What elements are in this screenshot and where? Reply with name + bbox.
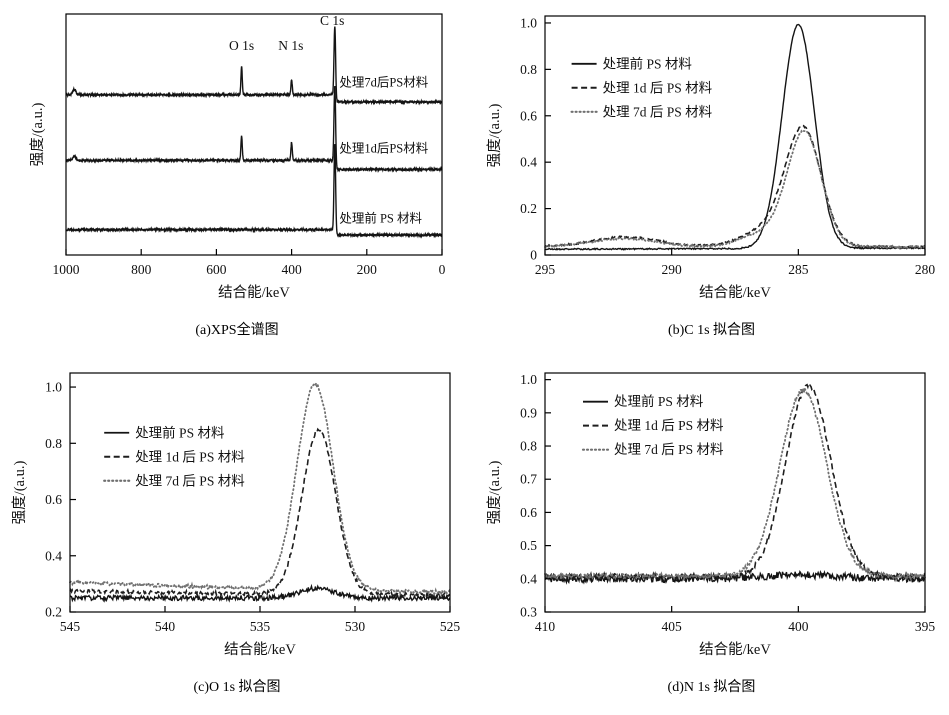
x-tick-label: 800 [131, 262, 152, 277]
series-line-dotted [69, 380, 451, 597]
caption-b: (b)C 1s 拟合图 [667, 323, 756, 338]
legend-label: 处理 7d 后 PS 材料 [614, 442, 724, 457]
series-line-dashed [543, 382, 926, 582]
y-axis-label: 强度/(a.u.) [11, 461, 28, 525]
caption-a: (a)XPS全谱图 [195, 323, 279, 338]
y-tick-label: 1.0 [520, 15, 537, 30]
peak-annotation: O 1s [229, 38, 254, 53]
plot-frame [543, 15, 926, 256]
x-tick-label: 400 [281, 262, 302, 277]
x-tick-label: 400 [788, 619, 809, 634]
legend-label: 处理 1d 后 PS 材料 [135, 449, 245, 464]
y-tick-label: 1.0 [520, 372, 537, 387]
x-tick-label: 600 [206, 262, 227, 277]
x-axis-label: 结合能/keV [699, 284, 771, 301]
series-line-dotted [543, 129, 926, 250]
y-tick-label: 0 [530, 248, 537, 263]
panel-a: 处理7d后PS材料 处理1d后PS材料 处理前 PS 材料 1000 800 600 400… [0, 0, 474, 357]
series-line-solid [65, 26, 443, 106]
series-line-dashed [543, 124, 926, 250]
y-tick-label: 0.3 [520, 605, 537, 620]
peak-annotation: N 1s [278, 38, 303, 53]
plot-frame [543, 372, 926, 613]
y-tick-label: 0.8 [45, 436, 62, 451]
panel-c: 545 540 535 530 525 0.2 0.4 0.6 0.8 1.0 结合能/keV 强度/… [0, 357, 474, 715]
y-tick-label: 0.6 [520, 108, 537, 123]
y-tick-label: 0.5 [520, 538, 537, 553]
x-tick-label: 200 [357, 262, 378, 277]
x-tick-label: 530 [345, 619, 366, 634]
y-tick-label: 0.8 [520, 62, 537, 77]
trace-label: 处理1d后PS材料 [339, 142, 428, 156]
series-line-solid [65, 144, 443, 239]
plot-frame [69, 372, 451, 613]
y-tick-label: 0.2 [45, 605, 62, 620]
series-line-solid [69, 583, 451, 603]
legend-label: 处理 1d 后 PS 材料 [614, 418, 724, 433]
y-tick-label: 0.4 [520, 155, 537, 170]
x-tick-label: 395 [914, 619, 935, 634]
x-tick-label: 1000 [53, 262, 80, 277]
legend-label: 处理前 PS 材料 [614, 393, 704, 409]
y-tick-label: 0.4 [520, 571, 537, 586]
x-tick-label: 545 [60, 619, 81, 634]
y-tick-label: 0.4 [45, 548, 62, 563]
x-tick-label: 410 [534, 619, 555, 634]
legend-label: 处理前 PS 材料 [602, 55, 692, 71]
x-tick-label: 525 [440, 619, 461, 634]
x-axis-label: 结合能/keV [699, 641, 771, 658]
panel-b: 295 290 285 280 0 0.2 0.4 0.6 0.8 1.0 结合能/keV 强度/(a… [474, 0, 949, 357]
legend-label: 处理前 PS 材料 [135, 424, 225, 440]
caption-d: (d)N 1s 拟合图 [667, 680, 756, 695]
y-tick-label: 0.2 [520, 201, 537, 216]
y-tick-label: 0.6 [520, 505, 537, 520]
x-tick-label: 405 [661, 619, 682, 634]
y-axis-label: 强度/(a.u.) [29, 103, 46, 167]
legend-label: 处理 7d 后 PS 材料 [135, 473, 245, 488]
x-tick-label: 295 [534, 262, 555, 277]
series-line-solid [65, 86, 443, 173]
x-tick-label: 0 [439, 262, 446, 277]
y-tick-label: 0.8 [520, 439, 537, 454]
series-line-dotted [543, 384, 926, 582]
y-tick-label: 0.9 [520, 405, 537, 420]
y-tick-label: 0.7 [520, 472, 537, 487]
x-tick-label: 280 [914, 262, 935, 277]
caption-c: (c)O 1s 拟合图 [193, 680, 281, 695]
x-axis-label: 结合能/keV [218, 284, 290, 301]
chart-b-c1s-fit: 295 290 285 280 0 0.2 0.4 0.6 0.8 1.0 结合能/keV 强度/(a… [486, 15, 935, 301]
peak-annotation: C 1s [320, 13, 344, 28]
chart-d-n1s-fit: 410 405 400 395 0.3 0.4 0.5 0.6 0.7 0.8 0.9 1.0 结合能/… [486, 372, 935, 658]
x-tick-label: 535 [250, 619, 271, 634]
plot-frame [65, 13, 443, 256]
y-tick-label: 1.0 [45, 380, 62, 395]
trace-label: 处理前 PS 材料 [339, 210, 422, 225]
x-tick-label: 290 [661, 262, 682, 277]
series-line-dashed [69, 427, 451, 599]
y-axis-label: 强度/(a.u.) [486, 461, 503, 525]
legend-label: 处理 1d 后 PS 材料 [602, 80, 712, 95]
panel-d: 410 405 400 395 0.3 0.4 0.5 0.6 0.7 0.8 0.9 1.0 结合能/… [474, 357, 949, 715]
y-axis-label: 强度/(a.u.) [486, 104, 503, 168]
x-tick-label: 285 [788, 262, 809, 277]
chart-c-o1s-fit: 545 540 535 530 525 0.2 0.4 0.6 0.8 1.0 结合能/keV 强度/… [11, 372, 461, 658]
legend-label: 处理 7d 后 PS 材料 [602, 104, 712, 119]
y-tick-label: 0.6 [45, 492, 62, 507]
series-line-solid [544, 23, 925, 251]
x-axis-label: 结合能/keV [224, 641, 296, 658]
trace-label: 处理7d后PS材料 [339, 75, 428, 89]
x-tick-label: 540 [155, 619, 176, 634]
